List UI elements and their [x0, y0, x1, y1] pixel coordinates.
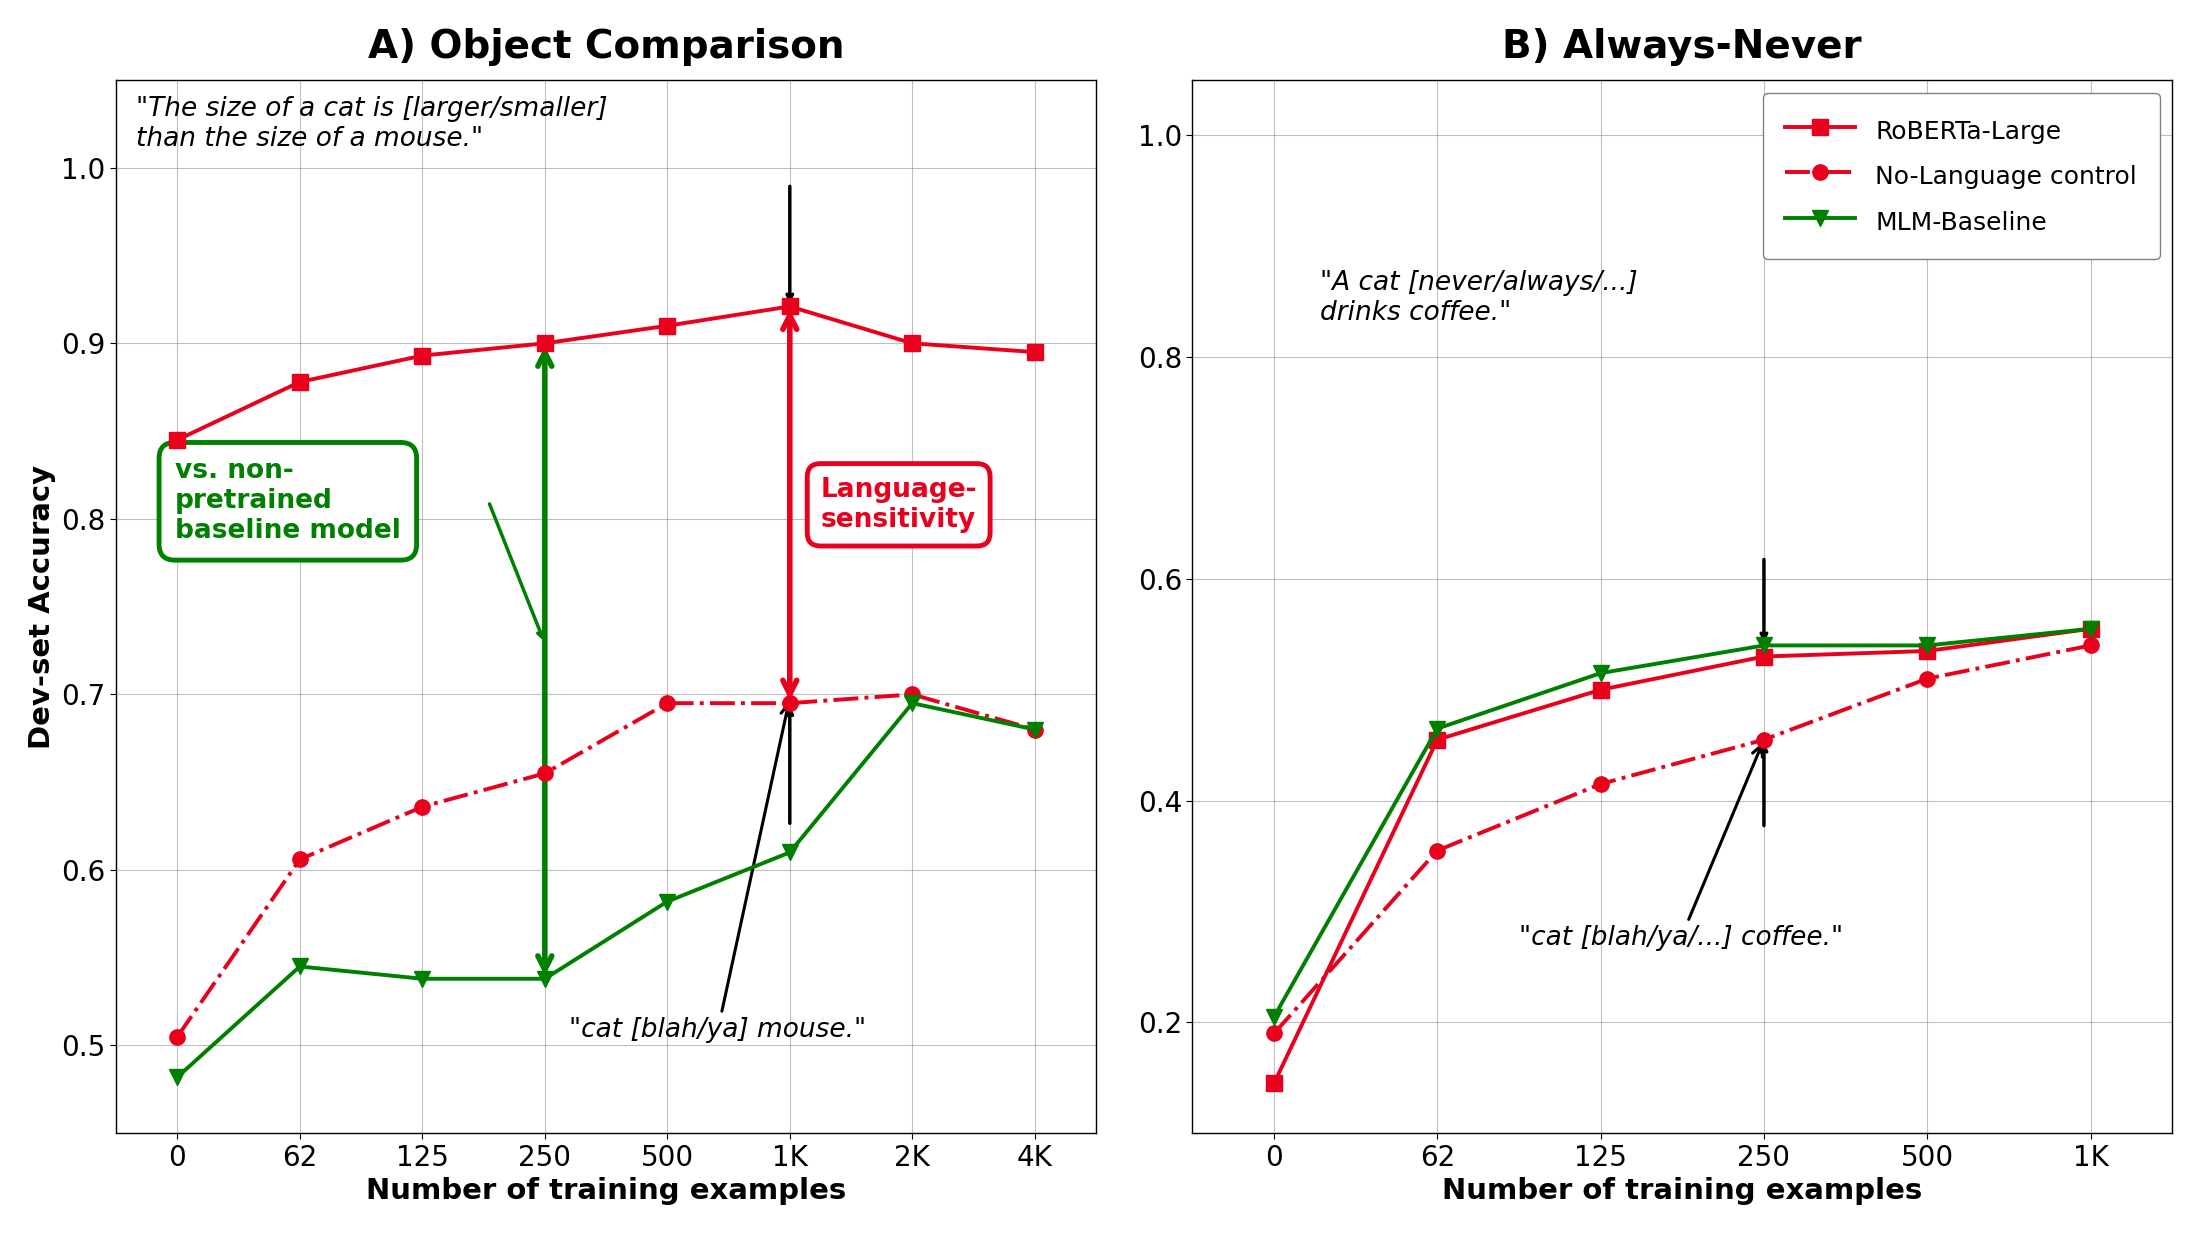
No-Language control [1914, 671, 1940, 686]
No-Language control [1423, 843, 1450, 858]
No-Language control [1751, 732, 1778, 747]
RoBERTa-Large [1751, 649, 1778, 663]
Legend: RoBERTa-Large, No-Language control, MLM-Baseline: RoBERTa-Large, No-Language control, MLM-… [1762, 92, 2160, 259]
No-Language control [2077, 637, 2103, 652]
Text: vs. non-
pretrained
baseline model: vs. non- pretrained baseline model [176, 459, 400, 544]
Title: A) Object Comparison: A) Object Comparison [367, 28, 845, 65]
Text: "cat [blah/ya/...] coffee.": "cat [blah/ya/...] coffee." [1518, 746, 1844, 951]
RoBERTa-Large [1423, 732, 1450, 747]
Line: RoBERTa-Large: RoBERTa-Large [1267, 621, 2099, 1091]
Text: Language-
sensitivity: Language- sensitivity [821, 477, 977, 533]
MLM-Baseline [1261, 1010, 1287, 1025]
MLM-Baseline [1423, 721, 1450, 736]
Line: No-Language control: No-Language control [1267, 637, 2099, 1041]
Text: "A cat [never/always/...]
drinks coffee.": "A cat [never/always/...] drinks coffee.… [1320, 270, 1637, 326]
MLM-Baseline [2077, 621, 2103, 636]
RoBERTa-Large [1914, 644, 1940, 658]
Text: "The size of a cat is [larger/smaller]
than the size of a mouse.": "The size of a cat is [larger/smaller] t… [136, 96, 607, 152]
Text: "cat [blah/ya] mouse.": "cat [blah/ya] mouse." [570, 704, 867, 1043]
RoBERTa-Large [1261, 1076, 1287, 1091]
MLM-Baseline [1588, 666, 1615, 681]
Title: B) Always-Never: B) Always-Never [1503, 28, 1861, 65]
X-axis label: Number of training examples: Number of training examples [365, 1178, 847, 1205]
MLM-Baseline [1751, 637, 1778, 652]
RoBERTa-Large [2077, 621, 2103, 636]
Line: MLM-Baseline: MLM-Baseline [1267, 621, 2099, 1025]
No-Language control [1588, 777, 1615, 792]
MLM-Baseline [1914, 637, 1940, 652]
X-axis label: Number of training examples: Number of training examples [1443, 1178, 1923, 1205]
Y-axis label: Dev-set Accuracy: Dev-set Accuracy [29, 465, 55, 748]
No-Language control [1261, 1026, 1287, 1041]
RoBERTa-Large [1588, 682, 1615, 697]
